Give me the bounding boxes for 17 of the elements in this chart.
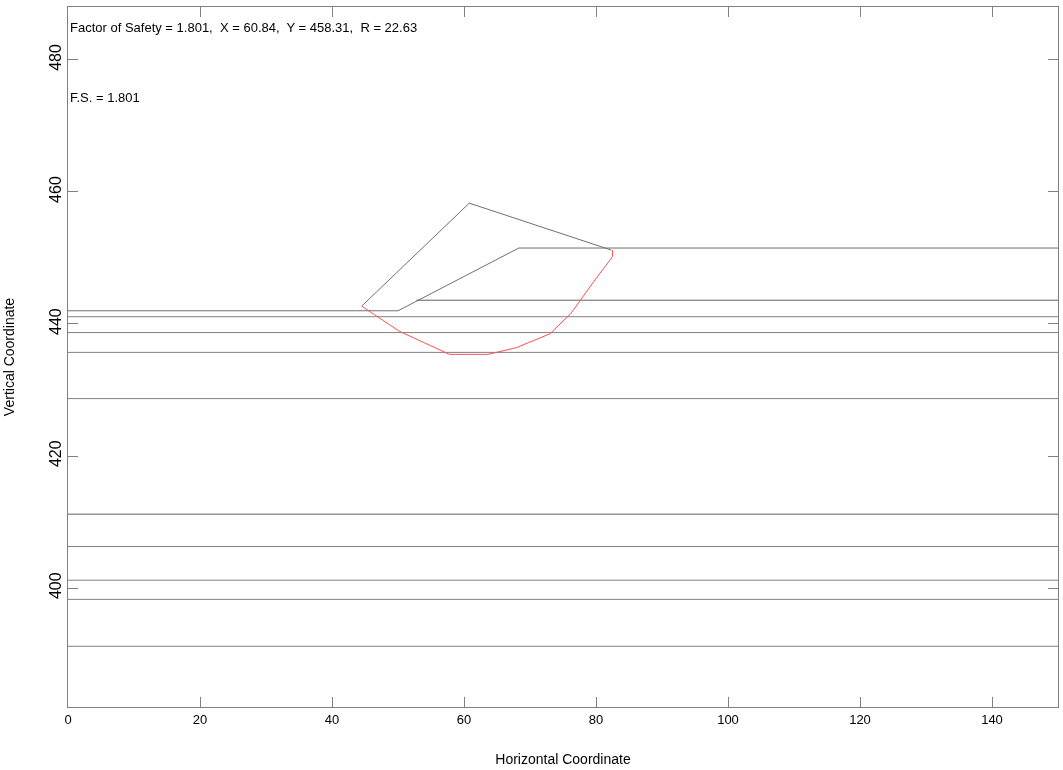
x-tick-label: 40 xyxy=(324,711,340,727)
x-tick-label: 100 xyxy=(717,711,739,727)
x-tick-label: 60 xyxy=(456,711,472,727)
y-tick-label: 480 xyxy=(46,43,64,71)
annotation: Factor of Safety = 1.801, X = 60.84, Y = 458.31, R = 22.63 xyxy=(70,20,418,35)
y-tick-label: 400 xyxy=(46,572,64,600)
annotation: F.S. = 1.801 xyxy=(70,90,140,105)
x-tick-label: 120 xyxy=(849,711,871,727)
y-tick-label: 440 xyxy=(46,308,64,335)
y-axis-title: Vertical Coordinate xyxy=(1,297,18,417)
x-tick-label: 20 xyxy=(192,711,208,727)
x-axis-title: Horizontal Coordinate xyxy=(495,750,631,767)
x-tick-label: 80 xyxy=(588,711,604,727)
x-tick-label: 140 xyxy=(981,711,1003,727)
x-tick-label: 0 xyxy=(64,711,72,727)
y-tick-label: 460 xyxy=(46,176,64,203)
y-tick-label: 420 xyxy=(46,440,64,468)
